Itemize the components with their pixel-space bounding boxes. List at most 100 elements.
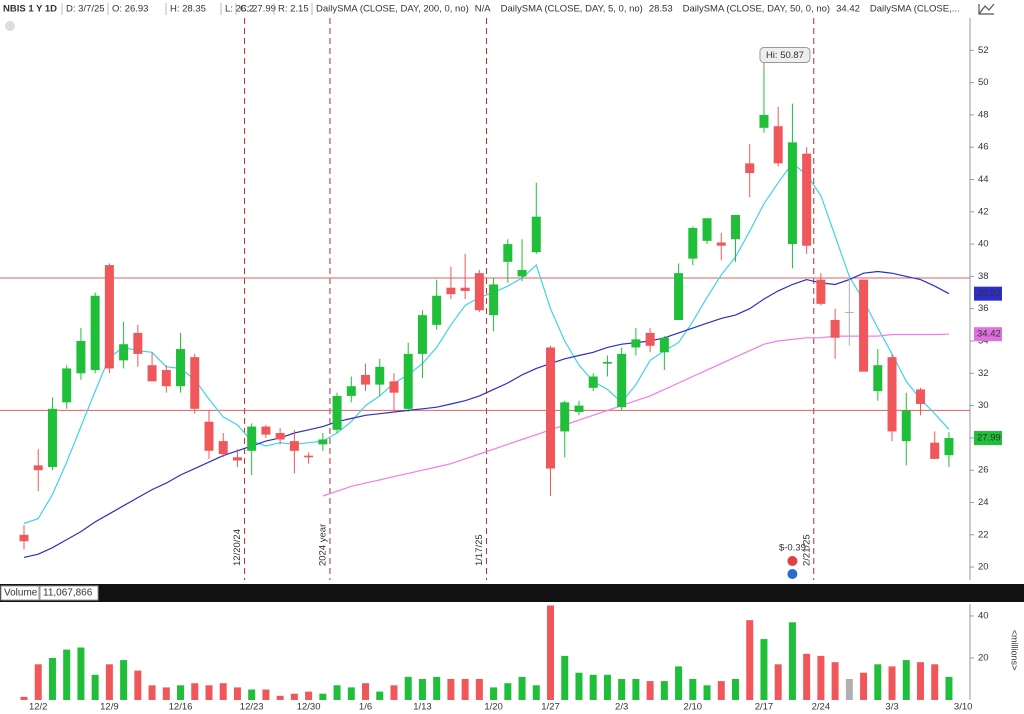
x-tick-label: 1/13 [413, 702, 432, 713]
volume-bar [916, 662, 924, 700]
volume-bar [290, 693, 298, 700]
volume-bar [433, 676, 441, 700]
volume-bar [347, 687, 355, 700]
volume-bar [48, 657, 56, 700]
candle-body [745, 163, 755, 174]
price-badge [974, 327, 1002, 342]
volume-bar [120, 660, 128, 700]
volume-bar [362, 683, 370, 700]
candle-body [133, 332, 143, 354]
volume-bar [732, 678, 739, 700]
candle-body [731, 215, 740, 240]
volume-bar [248, 689, 256, 700]
volume-bar [262, 689, 270, 700]
candle-body [432, 295, 442, 325]
volume-label-box [0, 585, 40, 601]
volume-bar [34, 664, 42, 700]
volume-bar [788, 622, 796, 700]
candle-body [844, 311, 854, 313]
open: O: 26.93 [112, 4, 148, 15]
candle-body [503, 244, 513, 262]
volume-bar [532, 685, 540, 700]
candle-body [62, 368, 72, 403]
price-badge-label: 36.93 [977, 288, 1001, 299]
volume-bar [902, 660, 910, 700]
volume-bar [760, 639, 768, 700]
volume-bar [618, 678, 626, 700]
candle-body [773, 126, 783, 164]
range: R: 2.15 [278, 4, 309, 15]
candle-body [489, 284, 499, 316]
candle-body [304, 455, 314, 458]
y-tick-label: 52 [978, 45, 989, 56]
candle-body [631, 339, 641, 348]
candle-body [161, 370, 171, 387]
legend-value: 34.42 [836, 4, 860, 15]
x-tick-label: 1/20 [484, 702, 503, 713]
close: C: 27.99 [240, 4, 276, 15]
candle-body [830, 319, 840, 338]
volume-bar [333, 685, 341, 700]
volume-bar [148, 685, 156, 700]
volume-bar [134, 670, 142, 700]
header: NBIS 1 Y 1D D: 3/7/25 O: 26.93 H: 28.35 … [3, 3, 960, 15]
earnings-icon [787, 556, 798, 566]
y-tick-label: 38 [978, 271, 989, 282]
volume-value: 11,067,866 [43, 588, 93, 599]
y-tick-label: 20 [978, 562, 989, 573]
volume-bar [575, 672, 583, 700]
annotation-dividend: $-0.39 [779, 543, 806, 554]
volume-bar [717, 681, 725, 700]
candle-body [930, 442, 940, 459]
y-tick-label: 30 [978, 400, 989, 411]
x-tick-label: 12/16 [169, 702, 193, 713]
sma-line [23, 270, 950, 558]
x-tick-label: 2/17 [755, 702, 774, 713]
y-tick-label: 26 [978, 465, 989, 476]
y-tick-label: 40 [978, 610, 989, 621]
volume-bar [589, 674, 597, 700]
candle-body [346, 386, 356, 396]
volume-value-box [39, 585, 99, 601]
x-tick-label: 12/9 [100, 702, 119, 713]
volume-bar [447, 678, 455, 700]
candle-body [944, 438, 954, 456]
candle-body [119, 344, 129, 361]
candle-body [332, 395, 342, 430]
settings-icon[interactable] [974, 1, 996, 17]
volume-bar [305, 691, 313, 700]
event-label: 2/21/25 [801, 534, 812, 566]
volume-bar [845, 678, 853, 700]
candle-body [702, 218, 712, 241]
volume-bar [390, 685, 398, 700]
volume-bar [404, 676, 412, 700]
volume-bar [547, 605, 555, 700]
y-tick-label: 48 [978, 109, 989, 120]
collapse-button[interactable] [5, 21, 15, 31]
volume-bar [931, 664, 939, 700]
y-tick-label: 20 [978, 653, 989, 664]
candle-body [261, 426, 271, 435]
candle-body [47, 408, 57, 467]
candle-body [617, 353, 627, 408]
candle-body [318, 439, 328, 445]
volume-bar [803, 653, 811, 700]
candle-body [104, 265, 114, 369]
icon[interactable] [978, 3, 995, 15]
volume-bar [461, 678, 469, 700]
volume-title: Volume [4, 588, 38, 599]
candle-body [588, 376, 598, 388]
legend-name: DailySMA (CLOSE, DAY, 200, 0, no) [316, 4, 469, 15]
y-tick-label: 22 [978, 529, 989, 540]
candle-body [460, 287, 470, 291]
candle-body [232, 457, 242, 461]
volume-bar [632, 678, 640, 700]
candle-body [602, 361, 612, 364]
x-tick-label: 1/6 [359, 702, 372, 713]
volume-bar [319, 693, 327, 700]
volume-header-bar [0, 584, 970, 602]
date: D: 3/7/25 [66, 4, 105, 15]
